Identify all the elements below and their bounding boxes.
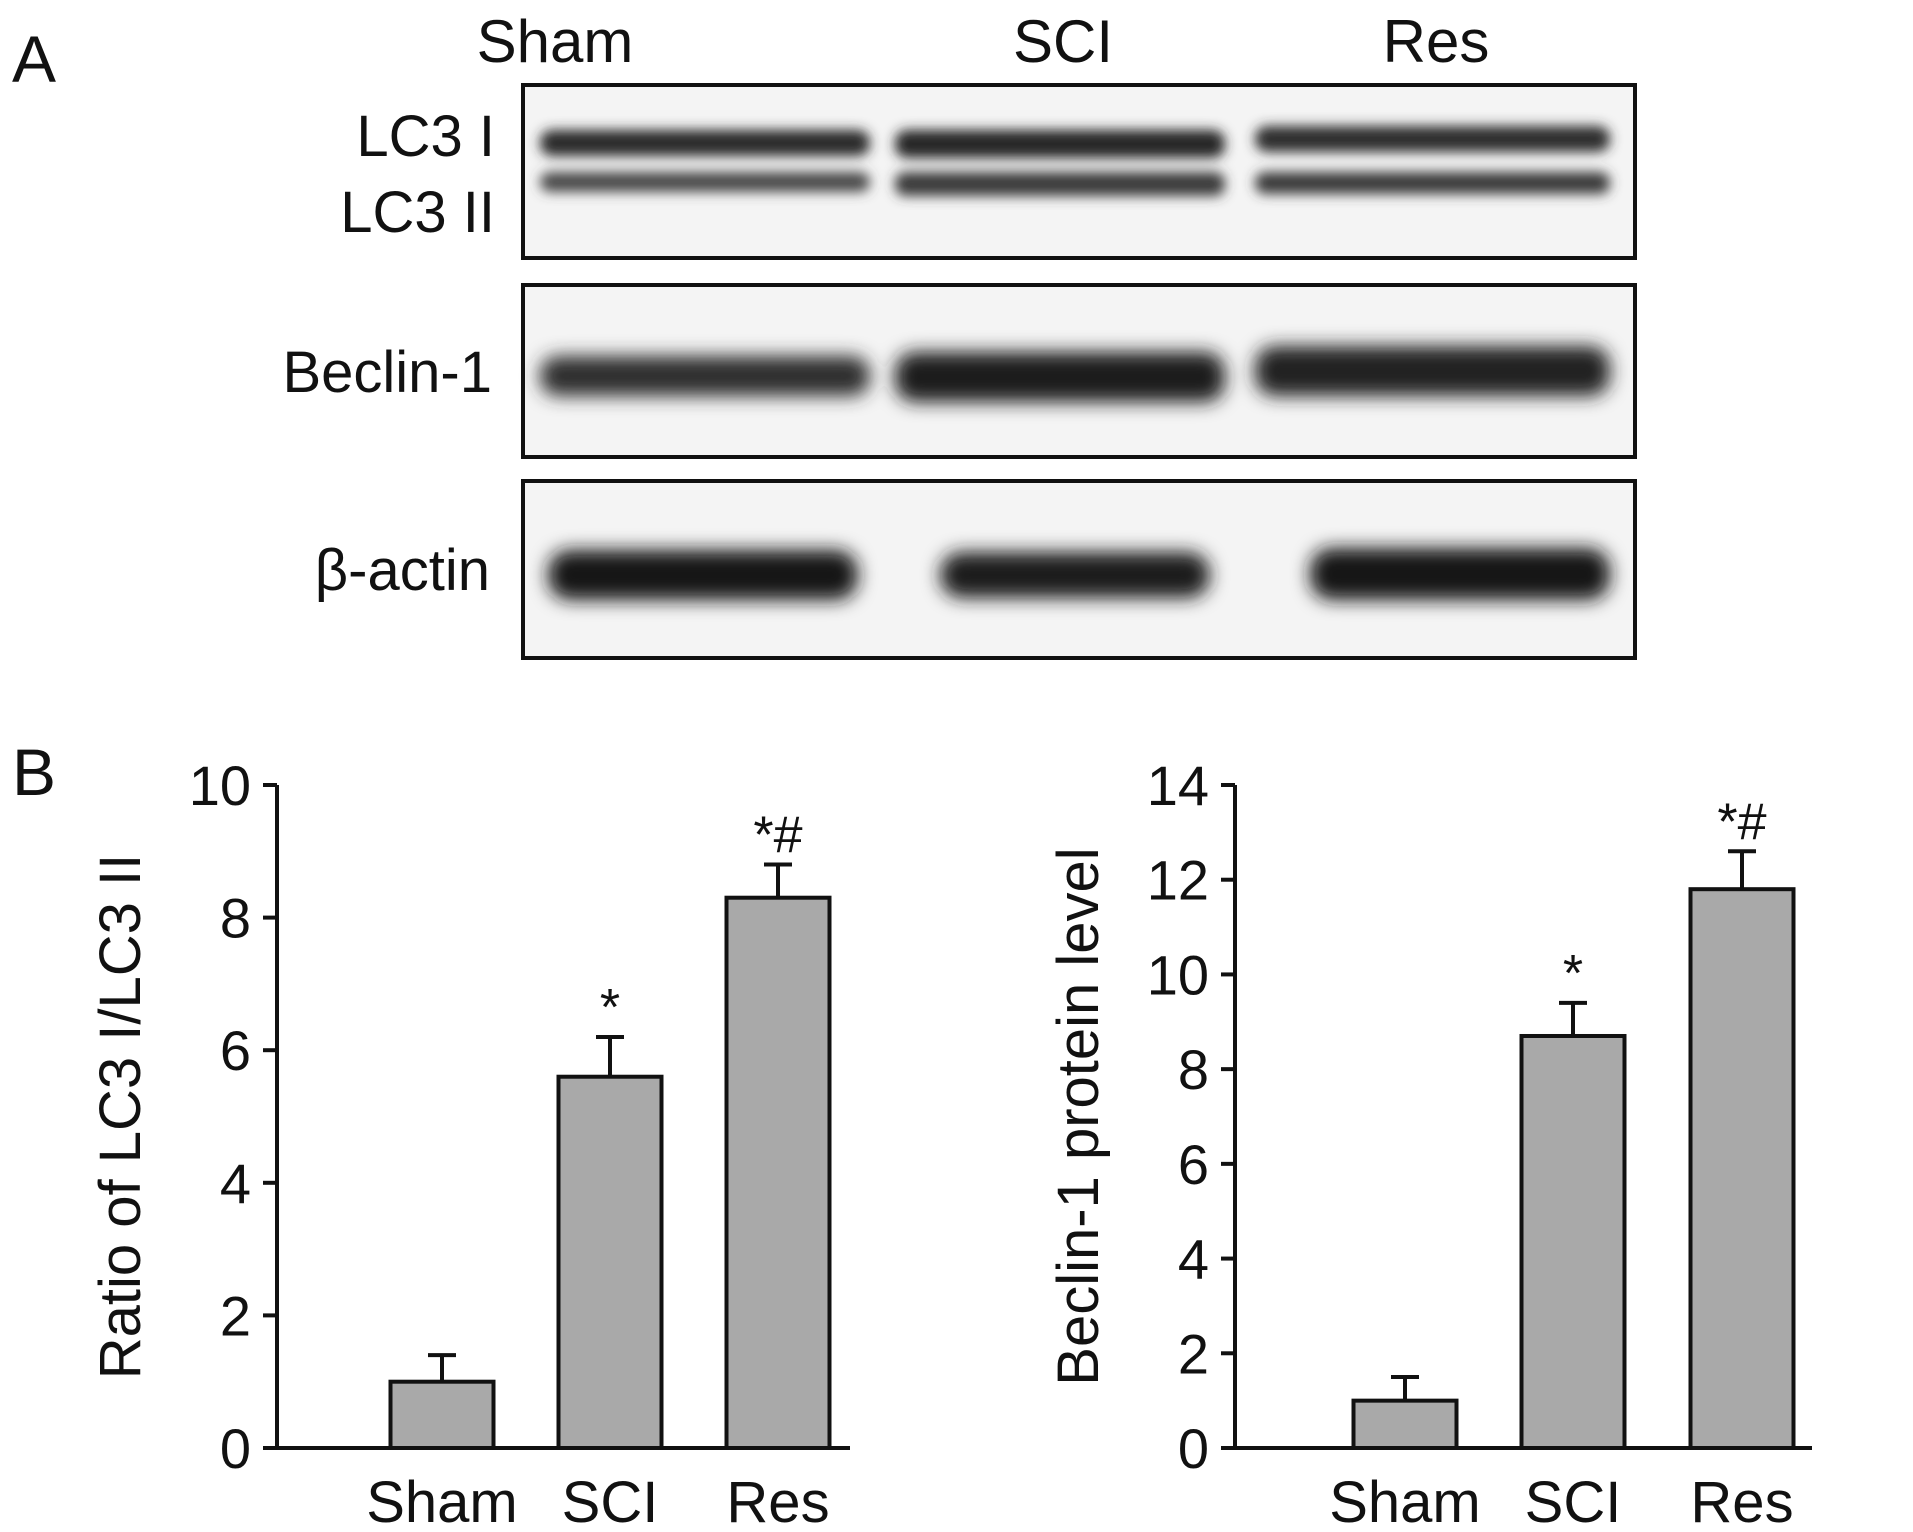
- y-tick-label: 10: [189, 754, 251, 817]
- blot-lc3: LC3 I LC3 II: [340, 83, 1637, 260]
- significance-marker: *#: [1717, 793, 1766, 851]
- significance-marker: *#: [753, 807, 802, 865]
- blot-lc3-frame: [521, 83, 1637, 260]
- y-tick-label: 2: [1178, 1322, 1209, 1385]
- blot-actin: β-actin: [315, 479, 1637, 660]
- y-tick-label: 6: [220, 1019, 251, 1082]
- band-beclin1-sham: [540, 356, 870, 396]
- x-tick-label: Res: [726, 1470, 829, 1532]
- y-tick-label: 8: [1178, 1038, 1209, 1101]
- x-tick-label: Res: [1690, 1470, 1793, 1532]
- y-tick-label: 4: [220, 1152, 251, 1215]
- band-lc3ii-sham: [540, 172, 870, 192]
- significance-marker: *: [600, 979, 620, 1037]
- x-tick-label: Sham: [1329, 1470, 1481, 1532]
- y-axis-label: Beclin-1 protein level: [1046, 847, 1111, 1385]
- bar: [556, 1074, 664, 1450]
- chart-lc3-ratio: 0 2 4 6 8 10 Ratio of LC3 I/LC3 II Sham * SCI *# Re…: [88, 754, 850, 1532]
- y-axis-label: Ratio of LC3 I/LC3 II: [88, 854, 153, 1379]
- band-lc3i-sci: [895, 130, 1225, 158]
- x-tick-label: SCI: [1525, 1470, 1622, 1532]
- y-tick-label: 0: [220, 1417, 251, 1480]
- blot-beclin1: Beclin-1: [282, 283, 1637, 459]
- blot-lc3i-label: LC3 I: [356, 104, 495, 169]
- blot-lc3-bands: [540, 126, 1610, 196]
- lane-labels: Sham SCI Res: [477, 8, 1490, 75]
- y-tick-label: 10: [1147, 943, 1209, 1006]
- blot-beclin1-label: Beclin-1: [282, 340, 492, 405]
- y-tick-label: 2: [220, 1284, 251, 1347]
- x-tick-label: SCI: [562, 1470, 659, 1532]
- bar: [724, 895, 832, 1450]
- bar: [1688, 887, 1796, 1450]
- y-tick-label: 0: [1178, 1417, 1209, 1480]
- chart-beclin1-level: 0 2 4 6 8 10 12 14 Beclin-1 protein level Sham * SC…: [1046, 754, 1812, 1532]
- blot-actin-bands: [548, 548, 1610, 600]
- band-actin-res: [1310, 548, 1610, 600]
- x-tick-label: Sham: [366, 1470, 518, 1532]
- band-lc3i-sham: [540, 130, 870, 156]
- band-actin-sci: [940, 552, 1210, 598]
- lane-label-res: Res: [1383, 8, 1490, 75]
- blot-actin-label: β-actin: [315, 538, 490, 603]
- significance-marker: *: [1563, 945, 1583, 1003]
- band-beclin1-res: [1255, 346, 1610, 396]
- band-lc3i-res: [1255, 126, 1610, 152]
- band-lc3ii-sci: [895, 172, 1225, 196]
- y-tick-label: 8: [220, 887, 251, 950]
- y-tick-label: 12: [1147, 849, 1209, 912]
- blot-beclin1-bands: [540, 346, 1610, 402]
- blot-lc3ii-label: LC3 II: [340, 180, 495, 245]
- y-tick-label: 14: [1147, 754, 1209, 817]
- band-beclin1-sci: [895, 352, 1225, 402]
- panel-b-label: B: [12, 735, 56, 809]
- band-lc3ii-res: [1255, 172, 1610, 194]
- bar: [1519, 1033, 1627, 1450]
- band-actin-sham: [548, 550, 858, 600]
- lane-label-sci: SCI: [1013, 8, 1113, 75]
- panel-a-label: A: [12, 22, 56, 96]
- bar: [388, 1379, 496, 1450]
- bar: [1351, 1398, 1459, 1450]
- y-tick-label: 6: [1178, 1133, 1209, 1196]
- lane-label-sham: Sham: [477, 8, 634, 75]
- y-tick-label: 4: [1178, 1228, 1209, 1291]
